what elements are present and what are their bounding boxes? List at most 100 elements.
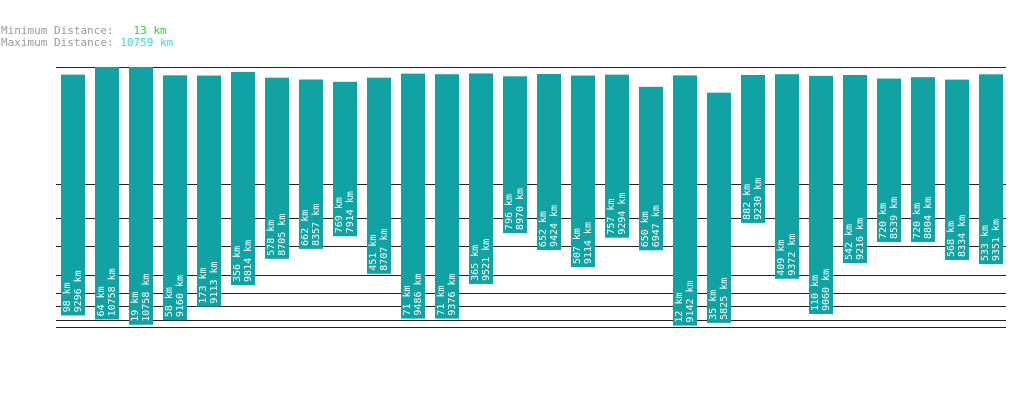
bar-max-label: 9351 km (991, 219, 1002, 261)
bar-group: 356 km 9814 km (231, 71, 255, 285)
max-distance-value: 10759 km (120, 36, 174, 49)
bar-min-label: 451 km (368, 235, 379, 271)
bar (95, 67, 119, 320)
bar-min-label: 19 km (130, 292, 141, 322)
min-distance-row: Minimum Distance: 13 km (1, 25, 173, 37)
bar-max-label: 8539 km (889, 197, 900, 239)
bar-max-label: 9113 km (209, 261, 220, 303)
bar-min-label: 769 km (334, 197, 345, 233)
bar (605, 74, 629, 238)
bar-min-label: 568 km (946, 221, 957, 257)
bar (503, 76, 527, 234)
bar-max-label: 8334 km (957, 215, 968, 257)
bar (265, 77, 289, 259)
bar-max-label: 8707 km (379, 229, 390, 271)
bar-group: 35 km 5825 km (707, 92, 731, 323)
min-distance-label: Minimum Distance: (1, 24, 114, 37)
bar-group: 578 km 8705 km (265, 77, 289, 259)
bar-min-label: 110 km (810, 275, 821, 311)
bar-min-label: 578 km (266, 220, 277, 256)
bar (537, 73, 561, 251)
bar-min-label: 173 km (198, 267, 209, 303)
bar (639, 86, 663, 251)
bar-max-label: 9216 km (855, 218, 866, 260)
bar-min-label: 757 km (606, 199, 617, 235)
bar-group: 769 km 7914 km (333, 81, 357, 237)
bar-group: 71 km 9486 km (401, 73, 425, 319)
bar-group: 12 km 9142 km (673, 75, 697, 326)
bar-min-label: 796 km (504, 194, 515, 230)
bar (333, 81, 357, 237)
bar-group: 365 km 9521 km (469, 73, 493, 284)
bar-min-label: 58 km (164, 287, 175, 317)
bar (367, 77, 391, 274)
bar-min-label: 356 km (232, 246, 243, 282)
bar (401, 73, 425, 319)
bar-group: 110 km 9060 km (809, 75, 833, 315)
bar (571, 75, 595, 268)
bar (843, 75, 867, 264)
bar (707, 92, 731, 323)
bar-min-label: 720 km (878, 203, 889, 239)
bar-max-label: 9160 km (175, 275, 186, 317)
bar-min-label: 64 km (96, 286, 107, 316)
bar-group: 662 km 8357 km (299, 79, 323, 249)
bar-min-label: 71 km (402, 286, 413, 316)
bar (61, 74, 85, 316)
bar-min-label: 652 km (538, 211, 549, 247)
bar-min-label: 507 km (572, 228, 583, 264)
bar-group: 650 km 6947 km (639, 86, 663, 251)
distance-summary: Minimum Distance: 13 km Maximum Distance… (1, 25, 173, 49)
bar-max-label: 8357 km (311, 204, 322, 246)
bar-max-label: 10758 km (141, 274, 152, 322)
bar-min-label: 720 km (912, 203, 923, 239)
bar-min-label: 35 km (708, 290, 719, 320)
bar (197, 75, 221, 307)
bar (741, 74, 765, 223)
bar-min-label: 71 km (436, 286, 447, 316)
max-distance-label: Maximum Distance: (1, 36, 114, 49)
bar-min-label: 409 km (776, 240, 787, 276)
bar-group: 409 km 9372 km (775, 74, 799, 279)
bar-max-label: 9060 km (821, 269, 832, 311)
bar-max-label: 9114 km (583, 222, 594, 264)
bar-max-label: 10758 km (107, 268, 118, 316)
bar-group: 173 km 9113 km (197, 75, 221, 307)
bar-group: 882 km 9230 km (741, 74, 765, 223)
max-distance-row: Maximum Distance: 10759 km (1, 37, 173, 49)
bar-group: 757 km 9294 km (605, 74, 629, 238)
bar-group: 19 km 10758 km (129, 67, 153, 325)
bar (809, 75, 833, 315)
bar-max-label: 8705 km (277, 214, 288, 256)
bar-min-label: 12 km (674, 292, 685, 322)
bar-max-label: 9230 km (753, 178, 764, 220)
bar-group: 720 km 8804 km (911, 77, 935, 243)
bar-group: 542 km 9216 km (843, 75, 867, 264)
bar (435, 74, 459, 319)
bar-max-label: 7914 km (345, 191, 356, 233)
bar (979, 74, 1003, 265)
bar-group: 533 km 9351 km (979, 74, 1003, 265)
bar-min-label: 650 km (640, 211, 651, 247)
bar-group: 71 km 9376 km (435, 74, 459, 319)
bar-max-label: 5825 km (719, 278, 730, 320)
bar-group: 451 km 8707 km (367, 77, 391, 274)
bar-min-label: 882 km (742, 184, 753, 220)
bar-max-label: 9424 km (549, 205, 560, 247)
bar (911, 77, 935, 243)
bar-group: 58 km 9160 km (163, 75, 187, 321)
bar-max-label: 6947 km (651, 205, 662, 247)
bars: 98 km 9296 km 64 km 10758 km 19 km 10758 km 58… (61, 67, 1003, 326)
bar-max-label: 8970 km (515, 188, 526, 230)
bar-group: 720 km 8539 km (877, 78, 901, 243)
bar (945, 79, 969, 260)
bar-max-label: 9486 km (413, 273, 424, 315)
bar (163, 75, 187, 321)
bar-max-label: 9294 km (617, 193, 628, 235)
bar-min-label: 542 km (844, 224, 855, 260)
bar-group: 796 km 8970 km (503, 76, 527, 234)
bar-max-label: 9814 km (243, 240, 254, 282)
bar-max-label: 9372 km (787, 234, 798, 276)
bar-max-label: 9376 km (447, 273, 458, 315)
